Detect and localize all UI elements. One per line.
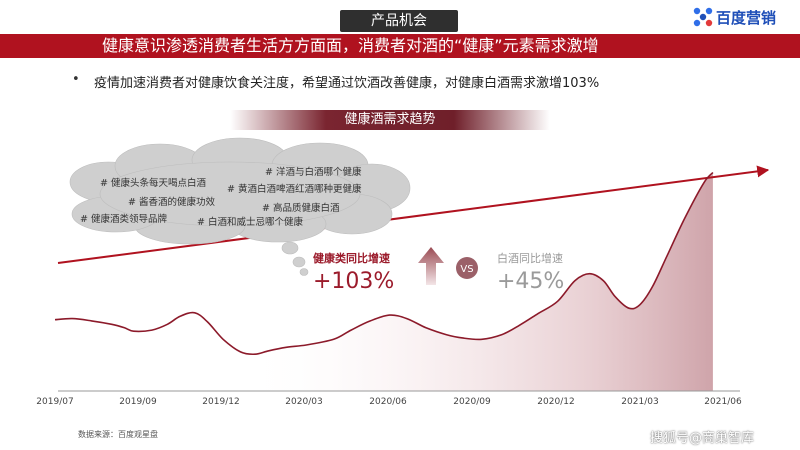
bullet-marker: • — [72, 72, 80, 87]
left-growth-label: 健康类同比增速 — [313, 251, 390, 265]
x-tick-label: 2020/09 — [453, 397, 491, 407]
x-tick-label: 2020/03 — [285, 397, 322, 407]
hashtag-5: # 高品质健康白酒 — [262, 202, 340, 214]
brand-logo: 百度营销 — [692, 5, 796, 27]
section-tag: 产品机会 — [340, 10, 458, 32]
comparison: 健康类同比增速 +103% VS 白酒同比增速 +45% — [313, 247, 564, 294]
hashtag-1: # 洋酒与白酒哪个健康 — [265, 166, 362, 178]
watermark: 搜狐号@商巢智库 — [650, 431, 755, 446]
x-tick-labels: 2019/07 2019/09 2019/12 2020/03 2020/06 2020/… — [36, 397, 742, 407]
headline: 健康意识渗透消费者生活方方面面，消费者对酒的“健康”元素需求激增 — [102, 36, 599, 55]
brand-mark-icon — [693, 7, 713, 27]
hashtag-7: # 白酒和威士忌哪个健康 — [197, 216, 303, 228]
left-growth-value: +103% — [313, 269, 394, 294]
hashtag-4: # 酱香酒的健康功效 — [128, 196, 215, 208]
up-arrow-icon — [418, 247, 444, 285]
vs-badge — [456, 257, 478, 279]
x-tick-label: 2019/07 — [36, 397, 73, 407]
headline-band: 健康意识渗透消费者生活方方面面，消费者对酒的“健康”元素需求激增 — [0, 34, 800, 58]
hashtag-6: # 健康酒类领导品牌 — [80, 213, 167, 225]
brand-name: 百度营销 — [716, 9, 777, 27]
right-growth-value: +45% — [497, 269, 564, 294]
trend-banner: 健康酒需求趋势 — [230, 110, 550, 130]
bullet-text: 疫情加速消费者对健康饮食关注度，希望通过饮酒改善健康，对健康白酒需求激增103% — [94, 76, 600, 91]
x-tick-label: 2019/09 — [119, 397, 157, 407]
data-source: 数据来源：百度观星盘 — [78, 430, 158, 439]
x-tick-label: 2020/06 — [369, 397, 407, 407]
right-growth-label: 白酒同比增速 — [497, 251, 563, 265]
hashtag-3: # 黄酒白酒啤酒红酒哪种更健康 — [227, 183, 362, 195]
trend-area — [240, 172, 713, 391]
x-tick-label: 2020/12 — [537, 397, 574, 407]
series-line — [54, 171, 714, 356]
trend-banner-label: 健康酒需求趋势 — [344, 112, 436, 127]
x-tick-label: 2019/12 — [202, 397, 239, 407]
vs-label: VS — [460, 264, 473, 275]
hashtag-cloud: # 洋酒与白酒哪个健康 # 健康头条每天喝点白酒 # 黄酒白酒啤酒红酒哪种更健康… — [69, 137, 411, 276]
x-tick-label: 2021/03 — [621, 397, 658, 407]
x-tick-label: 2021/06 — [704, 397, 742, 407]
hashtag-2: # 健康头条每天喝点白酒 — [100, 177, 206, 189]
trend-arrow-line — [57, 165, 770, 264]
